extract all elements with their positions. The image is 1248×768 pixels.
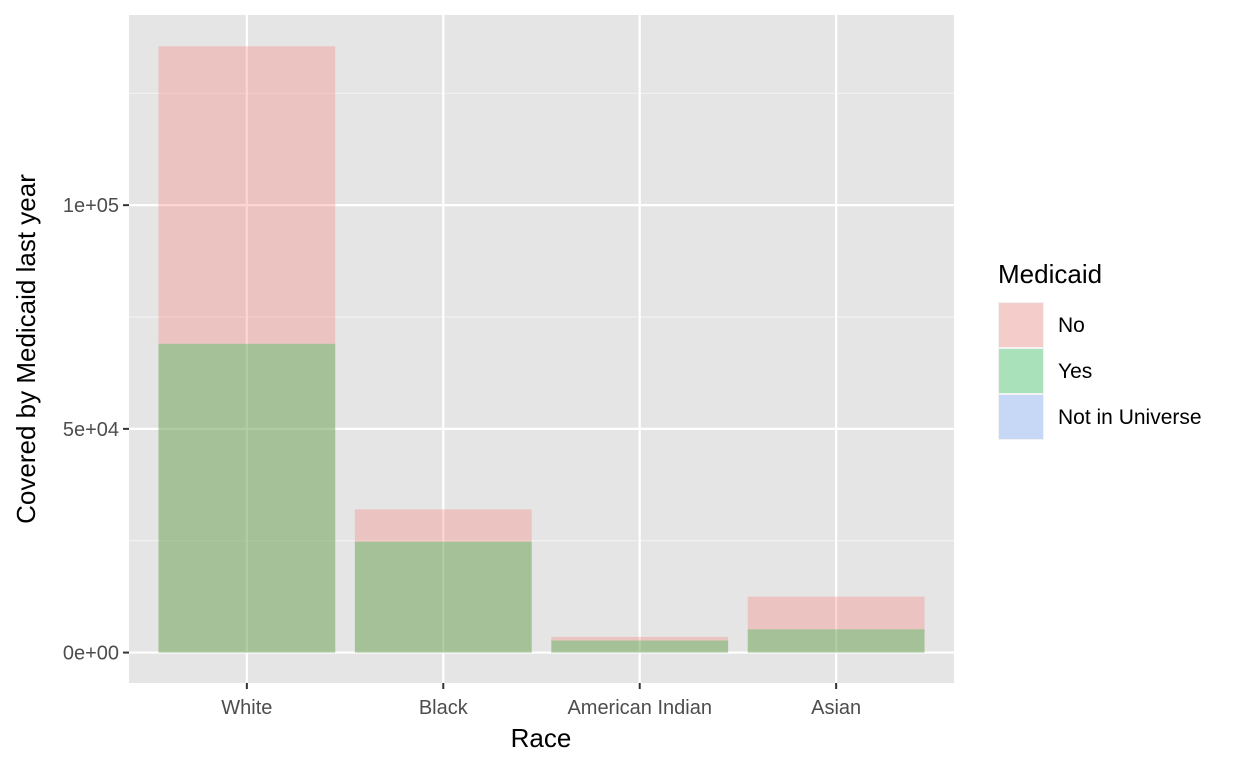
bar-no-white [158,46,336,653]
legend-key-background [998,394,1044,440]
x-axis: White Black American Indian Asian [221,683,861,719]
bar-yes-american-indian [551,640,729,653]
bar-yes-black [354,541,532,653]
y-tick-label: 0e+00 [63,643,119,665]
bar-no-american-indian [551,636,729,653]
x-tick-label: American Indian [567,697,712,719]
bars [158,46,925,653]
y-tick-label: 5e+04 [63,419,119,441]
grid-major [129,15,954,683]
bar-no-black [354,509,532,653]
y-tick-label: 1e+05 [63,195,119,217]
legend-label: Not in Universe [1058,406,1202,429]
x-tick-label: White [221,697,272,719]
legend-label: No [1058,314,1085,337]
bar-yes-asian [747,629,925,653]
legend-key-background [998,302,1044,348]
legend-swatch-no [999,303,1043,347]
y-axis: 0e+00 5e+04 1e+05 [63,195,129,665]
legend-title: Medicaid [998,259,1102,289]
legend-label: Yes [1058,360,1092,383]
legend-swatch-not-in-universe [999,395,1043,439]
x-tick-label: Asian [811,697,861,719]
plot-panel [129,15,954,683]
legend-swatch-yes [999,349,1043,393]
legend-items: No Yes Not in Universe [998,302,1202,440]
y-axis-title: Covered by Medicaid last year [11,174,41,524]
x-axis-title: Race [511,723,572,753]
grid-minor [129,92,954,542]
bar-yes-white [158,343,336,653]
legend: Medicaid No Yes Not in Universe [998,259,1202,440]
bar-no-asian [747,596,925,653]
legend-key-background [998,348,1044,394]
x-tick-label: Black [419,697,469,719]
